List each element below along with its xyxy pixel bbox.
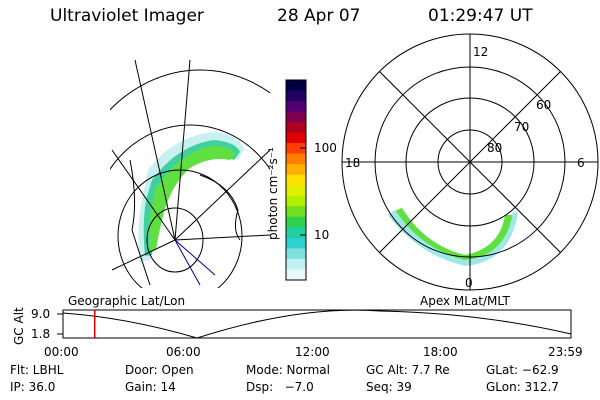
colorbar-stripe: [286, 216, 306, 228]
colorbar-stripe: [286, 80, 306, 92]
colorbar-stripe: [286, 153, 306, 165]
mlt-label-6: 6: [577, 156, 585, 170]
timeline-ylabel: GC Alt: [12, 307, 26, 345]
timeline-xtick-1200: 12:00: [295, 345, 330, 359]
colorbar-stripe: [286, 111, 306, 123]
info-ip: IP: 36.0: [10, 380, 56, 394]
geographic-map: [110, 59, 270, 288]
info-filter: Flt: LBHL: [10, 363, 64, 377]
colorbar-stripe: [286, 90, 306, 102]
polar-plot: [341, 33, 599, 291]
timeline-xtick-0600: 06:00: [166, 345, 201, 359]
colorbar-stripe: [286, 164, 306, 176]
colorbar-stripe: [286, 101, 306, 113]
colorbar-stripe: [286, 132, 306, 144]
info-door: Door: Open: [125, 363, 194, 377]
colorbar-stripe: [286, 258, 306, 270]
colorbar-stripe: [286, 237, 306, 249]
colorbar: [286, 80, 306, 281]
right-map-label: Apex MLat/MLT: [420, 294, 510, 308]
timeline-plot: [57, 309, 572, 339]
mlat-label-80: 80: [487, 141, 503, 155]
timeline-xtick-0000: 00:00: [44, 345, 79, 359]
colorbar-label: photon cm⁻²s⁻¹: [266, 147, 280, 240]
colorbar-stripe: [286, 195, 306, 207]
colorbar-stripe: [286, 206, 306, 218]
instrument-title: Ultraviolet Imager: [50, 6, 204, 26]
info-glat: GLat: −62.9: [486, 363, 559, 377]
info-mode: Mode: Normal: [246, 363, 330, 377]
mlat-label-60: 60: [536, 98, 552, 112]
colorbar-frame: [285, 79, 307, 281]
mlt-label-12: 12: [473, 45, 489, 59]
colorbar-stripe: [286, 269, 306, 281]
mlat-label-70: 70: [514, 120, 530, 134]
info-seq: Seq: 39: [366, 380, 412, 394]
mlt-label-18: 18: [345, 156, 361, 170]
info-dsp: Dsp: −7.0: [246, 380, 314, 394]
left-map-label: Geographic Lat/Lon: [68, 294, 186, 308]
info-gc-alt: GC Alt: 7.7 Re: [366, 363, 450, 377]
colorbar-stripe: [286, 143, 306, 155]
timeline-xtick-1800: 18:00: [423, 345, 458, 359]
date-label: 28 Apr 07: [277, 6, 361, 26]
colorbar-stripe: [286, 174, 306, 186]
info-gain: Gain: 14: [125, 380, 176, 394]
timeline-ytick-9: 9.0: [31, 307, 51, 321]
colorbar-stripe: [286, 248, 306, 260]
colorbar-tick-label-10: 10: [314, 228, 330, 242]
timeline-xtick-2359: 23:59: [548, 345, 583, 359]
colorbar-stripe: [286, 122, 306, 134]
info-glon: GLon: 312.7: [486, 380, 559, 394]
timeline-ytick-1-8: 1.8: [31, 327, 51, 341]
colorbar-stripe: [286, 227, 306, 239]
time-label: 01:29:47 UT: [428, 6, 533, 26]
mlt-label-0: 0: [465, 276, 473, 290]
colorbar-tick-label-100: 100: [314, 141, 337, 155]
colorbar-stripe: [286, 185, 306, 197]
